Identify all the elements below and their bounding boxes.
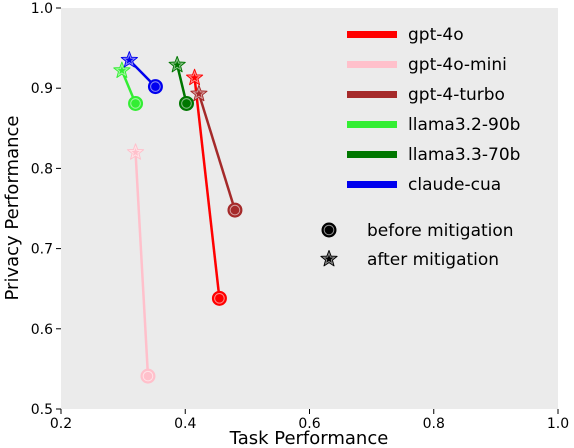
x-tick-label: 0.8 [423, 416, 445, 432]
legend-label-llama3.3-70b: llama3.3-70b [408, 145, 520, 165]
y-tick-label: 0.7 [31, 242, 53, 258]
legend-swatch-llama3.2-90b [347, 121, 397, 128]
legend-label-star: after mitigation [367, 250, 499, 270]
legend-label-claude-cua: claude-cua [408, 175, 501, 195]
x-tick-label: 0.4 [174, 416, 196, 432]
point-before-claude-cua [147, 79, 163, 95]
legend-swatch-claude-cua [347, 181, 397, 188]
legend-marker-circle [321, 222, 337, 238]
y-tick-label: 0.5 [31, 402, 53, 418]
x-axis-title: Task Performance [229, 428, 389, 448]
legend: gpt-4o gpt-4o-mini gpt-4-turbo llama3.2-90b… [320, 25, 520, 270]
point-after-llama3.2-90b [113, 61, 131, 78]
point-after-gpt-4o-mini [126, 143, 145, 160]
legend-swatch-llama3.3-70b [347, 151, 397, 158]
legend-swatch-gpt-4o [347, 31, 397, 38]
legend-marker-star [320, 250, 338, 267]
point-before-gpt-4o [211, 290, 227, 306]
legend-label-gpt-4-turbo: gpt-4-turbo [408, 85, 505, 105]
legend-swatch-gpt-4o-mini [347, 61, 397, 68]
series-line-gpt-4o-mini [134, 152, 150, 377]
legend-swatch-gpt-4-turbo [347, 91, 397, 98]
data-markers [113, 51, 243, 384]
y-tick-label: 0.8 [31, 161, 53, 177]
point-before-gpt-4o-mini [140, 368, 156, 384]
y-tick-label: 0.9 [31, 81, 53, 97]
axis-ticks: 0.2 0.4 0.6 0.8 1.0 0.5 0.6 0.7 0.8 0.9 1.0 [31, 1, 569, 432]
x-tick-label: 1.0 [547, 416, 569, 432]
y-tick-label: 0.6 [31, 322, 53, 338]
series-line-gpt-4o [193, 77, 221, 299]
legend-label-gpt-4o-mini: gpt-4o-mini [408, 55, 507, 75]
legend-label-llama3.2-90b: llama3.2-90b [408, 115, 520, 135]
point-after-llama3.3-70b [168, 55, 186, 73]
point-before-gpt-4-turbo [227, 202, 243, 218]
point-after-gpt-4o [185, 68, 204, 86]
connector-lines [120, 59, 237, 377]
legend-label-circle: before mitigation [367, 221, 514, 241]
x-tick-label: 0.6 [298, 416, 320, 432]
point-after-claude-cua [120, 51, 138, 68]
legend-label-gpt-4o: gpt-4o [408, 25, 464, 45]
point-after-gpt-4-turbo [190, 84, 208, 102]
y-tick-label: 1.0 [31, 1, 53, 17]
point-before-llama3.2-90b [128, 95, 144, 111]
y-axis-title: Privacy Performance [2, 116, 23, 301]
x-tick-label: 0.2 [50, 416, 72, 432]
series-line-gpt-4-turbo [197, 93, 237, 211]
point-before-llama3.3-70b [178, 95, 194, 111]
